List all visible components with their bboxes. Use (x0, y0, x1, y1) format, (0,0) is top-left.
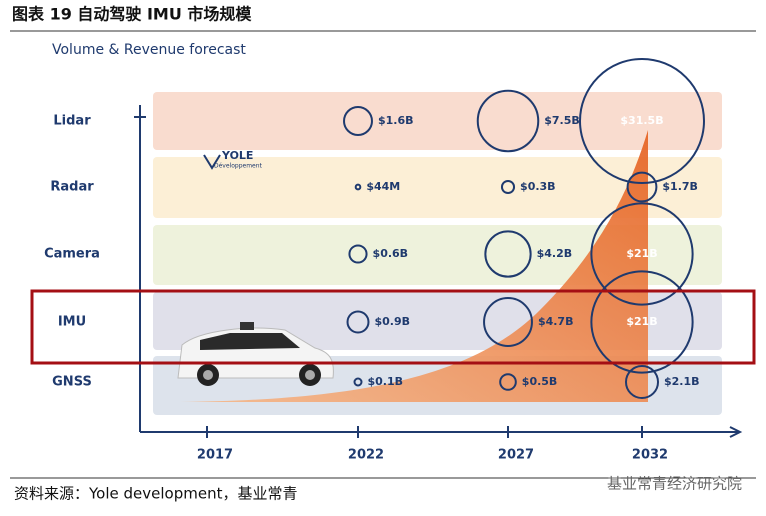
data-label: $21B (626, 315, 657, 328)
bubble (343, 106, 373, 136)
bubble (626, 171, 658, 203)
x-axis-arrow (729, 426, 743, 438)
data-label: $44M (366, 180, 400, 193)
growth-area (180, 130, 648, 402)
plot: $1.6B $7.5B $31.5B $44M $0.3B $1.7B $0.6B $4.2B… (343, 58, 705, 400)
row-label: Radar (50, 180, 94, 195)
x-tick-label: 2032 (632, 448, 668, 463)
bubble (484, 230, 532, 278)
data-label: $0.6B (373, 247, 409, 260)
x-tick-label: 2022 (348, 448, 384, 463)
x-tick-label: 2017 (197, 448, 233, 463)
data-label: $0.3B (520, 180, 556, 193)
data-label: $1.6B (378, 114, 414, 127)
row-band (153, 157, 722, 218)
data-label: $2.1B (664, 375, 700, 388)
row-label: Camera (44, 247, 100, 262)
bubble (353, 377, 363, 387)
bubble (476, 89, 540, 153)
bubble (590, 202, 694, 306)
bubble (624, 364, 660, 400)
bubble (500, 179, 516, 195)
data-label: $31.5B (620, 114, 663, 127)
axes (134, 105, 743, 438)
logo: YOLE Développement (203, 149, 263, 170)
bubble (346, 310, 370, 334)
data-label: $0.5B (522, 375, 558, 388)
figure-title: 图表 19 自动驾驶 IMU 市场规模 (12, 5, 252, 24)
row-band (153, 92, 722, 150)
row-label: GNSS (52, 375, 92, 390)
highlight-box (30, 289, 756, 365)
bubble (348, 244, 368, 264)
source: 资料来源：Yole development，基业常青 (14, 485, 297, 503)
bubble (590, 270, 694, 374)
bubble (499, 373, 517, 391)
data-label: $0.1B (367, 375, 403, 388)
bubble (354, 183, 362, 191)
watermark: 基业常青经济研究院 (607, 475, 742, 493)
data-label: $7.5B (544, 114, 580, 127)
data-label: $21B (626, 247, 657, 260)
data-label: $0.9B (374, 315, 410, 328)
logo-sub: Développement (214, 163, 263, 170)
data-label: $4.2B (537, 247, 573, 260)
car (177, 322, 334, 386)
data-label: $4.7B (538, 315, 574, 328)
row-label: IMU (58, 315, 86, 330)
data-label: $1.7B (662, 180, 698, 193)
bubble (483, 297, 533, 347)
x-tick-label: 2027 (498, 448, 534, 463)
chart-title: Volume & Revenue forecast (52, 42, 246, 58)
logo-name: YOLE (221, 149, 253, 162)
bubble (579, 58, 705, 184)
row-label: Lidar (53, 114, 91, 129)
